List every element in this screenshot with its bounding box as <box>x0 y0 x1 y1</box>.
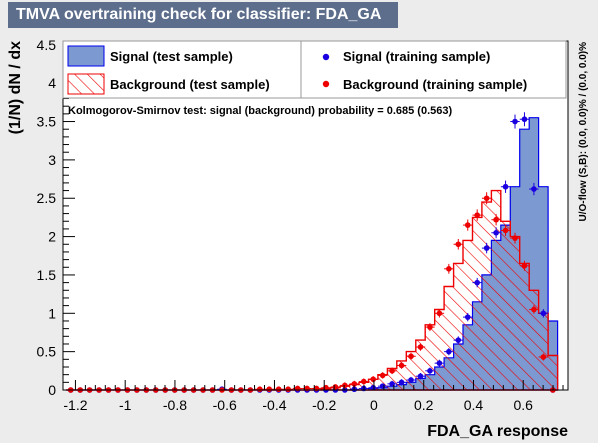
background-train-point <box>519 260 530 271</box>
signal-train-point <box>510 114 520 129</box>
legend-background-test-swatch <box>67 73 105 95</box>
legend-background-train-label: Background (training sample) <box>343 77 527 92</box>
y-tick-label: 0.5 <box>37 344 57 360</box>
overflow-text: U/O-flow (S,B): (0.0, 0.0)% / (0.0, 0.0)… <box>578 42 589 222</box>
signal-train-point <box>453 336 464 344</box>
background-train-point <box>491 214 501 226</box>
background-train-point <box>359 378 369 385</box>
y-tick-label: 3.5 <box>37 114 57 130</box>
y-tick-label: 1.5 <box>37 267 57 283</box>
chart-title: TMVA overtraining check for classifier: … <box>8 2 398 28</box>
background-train-point <box>415 343 426 351</box>
background-train-point <box>481 192 492 205</box>
y-axis-label: (1/N) dN / dx <box>7 41 24 134</box>
legend-box-right <box>300 40 567 99</box>
background-train-point <box>396 362 407 369</box>
signal-train-point <box>396 379 407 386</box>
y-tick-label: 2.5 <box>37 190 57 206</box>
x-tick-label: -1 <box>119 397 132 413</box>
legend: Signal (test sample) Background (test sa… <box>62 40 567 99</box>
x-axis-label: FDA_GA response <box>427 423 568 440</box>
background-train-point <box>434 309 445 318</box>
background-train-point <box>425 323 435 332</box>
y-tick-label: 2 <box>48 229 56 245</box>
y-tick-label: 4 <box>48 75 56 91</box>
background-train-point <box>444 263 454 274</box>
legend-background-train-marker <box>322 80 330 88</box>
background-train-point <box>377 372 388 379</box>
x-tick-label: -0.4 <box>262 397 286 413</box>
background-train-point <box>463 219 473 231</box>
signal-train-point <box>500 180 511 193</box>
y-tick-label: 4.5 <box>37 37 57 53</box>
signal-train-point <box>491 227 501 239</box>
background-train-point <box>264 386 274 393</box>
x-tick-label: 0.2 <box>414 397 434 413</box>
background-train-point <box>255 386 265 393</box>
background-train-point <box>453 238 464 250</box>
x-tick-label: -0.6 <box>213 397 237 413</box>
background-train-point <box>368 376 378 383</box>
background-train-point <box>283 386 293 393</box>
x-tick-label: -0.2 <box>312 397 336 413</box>
legend-signal-test-label: Signal (test sample) <box>110 49 233 64</box>
x-tick-label: 0.4 <box>464 397 484 413</box>
background-train-point <box>387 367 397 375</box>
background-train-point <box>529 305 539 314</box>
background-train-point <box>500 224 511 236</box>
signal-train-point <box>444 348 454 356</box>
signal-train-point <box>415 372 426 380</box>
signal-train-point <box>519 112 530 127</box>
background-train-point <box>273 386 284 393</box>
signal-train-point <box>538 309 549 318</box>
legend-signal-test-swatch <box>67 45 105 67</box>
background-train-point <box>406 352 416 360</box>
background-train-point <box>538 353 549 361</box>
signal-train-point <box>481 242 492 254</box>
y-tick-label: 3 <box>48 152 56 168</box>
x-tick-label: -1.2 <box>63 397 87 413</box>
legend-signal-train-label: Signal (training sample) <box>343 49 490 64</box>
background-train-point <box>472 209 482 221</box>
x-tick-label: 0 <box>370 397 378 413</box>
y-tick-label: 0 <box>48 382 56 398</box>
x-tick-label: 0.6 <box>513 397 533 413</box>
legend-background-test-label: Background (test sample) <box>110 77 270 92</box>
legend-signal-train-marker <box>322 53 330 61</box>
signal-train-point <box>425 367 435 375</box>
x-tick-label: -0.8 <box>163 397 187 413</box>
background-train-point <box>340 382 350 389</box>
background-train-point <box>510 232 520 244</box>
signal-train-point <box>434 359 445 367</box>
ks-test-text: Kolmogorov-Smirnov test: signal (backgro… <box>68 105 452 117</box>
background-train-point <box>349 380 360 387</box>
signal-train-point <box>463 312 473 322</box>
signal-train-point <box>368 384 378 391</box>
signal-train-point <box>406 376 416 384</box>
y-tick-label: 1 <box>48 305 56 321</box>
signal-train-point <box>472 277 482 288</box>
signal-train-point <box>529 182 539 196</box>
